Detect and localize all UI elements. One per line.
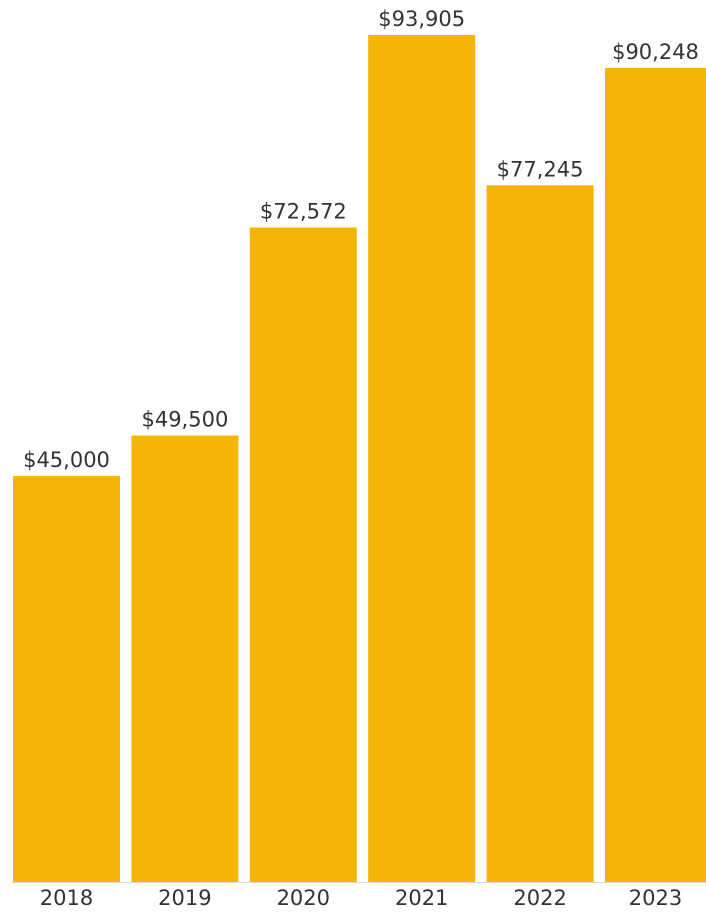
x-tick-label: 2022 xyxy=(513,886,566,910)
value-label: $72,572 xyxy=(260,199,347,223)
bar xyxy=(368,35,476,882)
value-label: $90,248 xyxy=(612,40,699,64)
value-label: $93,905 xyxy=(378,7,465,31)
bar xyxy=(131,435,239,882)
x-tick-label: 2021 xyxy=(395,886,448,910)
x-tick-label: 2019 xyxy=(158,886,211,910)
bar xyxy=(486,185,594,882)
x-tick-label: 2020 xyxy=(277,886,330,910)
value-label: $77,245 xyxy=(497,157,584,181)
x-tick-label: 2023 xyxy=(629,886,682,910)
bar xyxy=(249,227,357,883)
x-tick-label: 2018 xyxy=(40,886,93,910)
value-label: $45,000 xyxy=(23,448,110,472)
bar xyxy=(13,476,120,882)
value-label: $49,500 xyxy=(141,408,228,432)
bar xyxy=(605,67,706,883)
